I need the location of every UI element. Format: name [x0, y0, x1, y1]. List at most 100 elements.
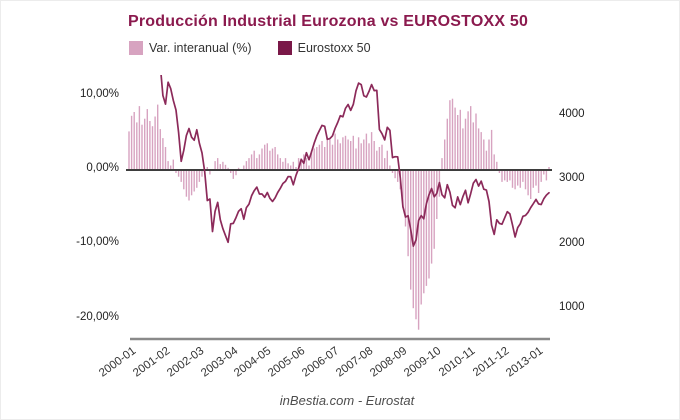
bar [256, 158, 258, 170]
bar [441, 158, 443, 170]
bar [279, 158, 281, 170]
bar [170, 165, 172, 170]
bar [245, 161, 248, 170]
bar [519, 170, 521, 188]
bar [154, 116, 156, 170]
bar [446, 118, 448, 170]
bar [250, 154, 253, 170]
bar [130, 115, 133, 170]
legend-item-var-interanual: Var. interanual (%) [129, 41, 252, 55]
bar [151, 126, 154, 170]
bar [201, 170, 203, 177]
bar [217, 158, 219, 170]
bar [548, 167, 550, 170]
bar [209, 170, 211, 175]
bar [517, 170, 519, 186]
bar [287, 163, 289, 170]
bar [232, 170, 234, 179]
bar [527, 170, 529, 196]
bar [365, 133, 368, 170]
bar [386, 150, 388, 170]
bar [157, 104, 159, 170]
bar [308, 165, 310, 170]
bar [490, 129, 493, 170]
bar [235, 170, 237, 176]
bar [253, 150, 255, 170]
chart-title: Producción Industrial Eurozona vs EUROST… [128, 13, 529, 30]
bar [496, 161, 498, 170]
bar [350, 141, 352, 170]
bar [506, 170, 508, 182]
bar [430, 170, 433, 264]
bar [420, 170, 422, 305]
bar [368, 143, 370, 170]
bar [428, 170, 430, 279]
bar [162, 138, 164, 170]
bar [464, 118, 467, 170]
bar [264, 144, 266, 170]
bar [214, 161, 216, 170]
bar [363, 139, 365, 170]
bar [339, 143, 341, 170]
bar [378, 147, 381, 170]
bar [535, 170, 537, 186]
bar [269, 150, 271, 170]
bar [423, 170, 425, 294]
bar [472, 122, 474, 170]
bar [407, 170, 409, 257]
bar [381, 144, 383, 170]
bar [545, 170, 548, 181]
bar [138, 106, 141, 170]
bar [261, 148, 263, 170]
bar [444, 139, 446, 170]
bar [180, 170, 182, 182]
bar [313, 148, 315, 170]
bar [185, 170, 188, 197]
bar [133, 112, 135, 170]
bar [190, 170, 193, 196]
bar [316, 147, 318, 170]
bar [373, 141, 375, 170]
bar [488, 139, 490, 170]
bar [284, 158, 287, 170]
bar [501, 170, 503, 182]
bar [136, 122, 138, 170]
bar [271, 148, 274, 170]
bar [540, 170, 542, 182]
y-axis-left-tick: 10,00% [79, 87, 119, 100]
y-axis-right-tick: 4000 [559, 108, 585, 120]
bar [128, 131, 130, 170]
bar [454, 107, 456, 170]
bar [355, 148, 357, 170]
bar [224, 164, 227, 170]
bar [188, 170, 190, 201]
y-axis-left-tick: 0,00% [86, 162, 119, 174]
bar [457, 115, 459, 170]
bar [384, 158, 386, 170]
bar [305, 158, 308, 170]
bar [485, 150, 488, 170]
bar [543, 170, 545, 175]
bar [297, 158, 300, 170]
bar [347, 139, 349, 170]
bar [376, 150, 378, 170]
bar [462, 128, 464, 170]
legend-swatch-bars-icon [129, 41, 143, 55]
bar [509, 170, 511, 181]
bar [415, 170, 417, 320]
bar [394, 170, 396, 179]
y-axis-left-tick: -10,00% [76, 236, 119, 249]
y-axis-right-tick: 3000 [559, 172, 585, 185]
bar [475, 113, 477, 170]
bar [193, 170, 195, 192]
bar [360, 143, 362, 170]
bar [292, 161, 294, 170]
industrial-production-bars [128, 98, 550, 330]
bar [282, 161, 284, 170]
bar [470, 106, 472, 170]
bar [522, 170, 524, 182]
bar [451, 98, 454, 170]
bar [164, 147, 167, 170]
